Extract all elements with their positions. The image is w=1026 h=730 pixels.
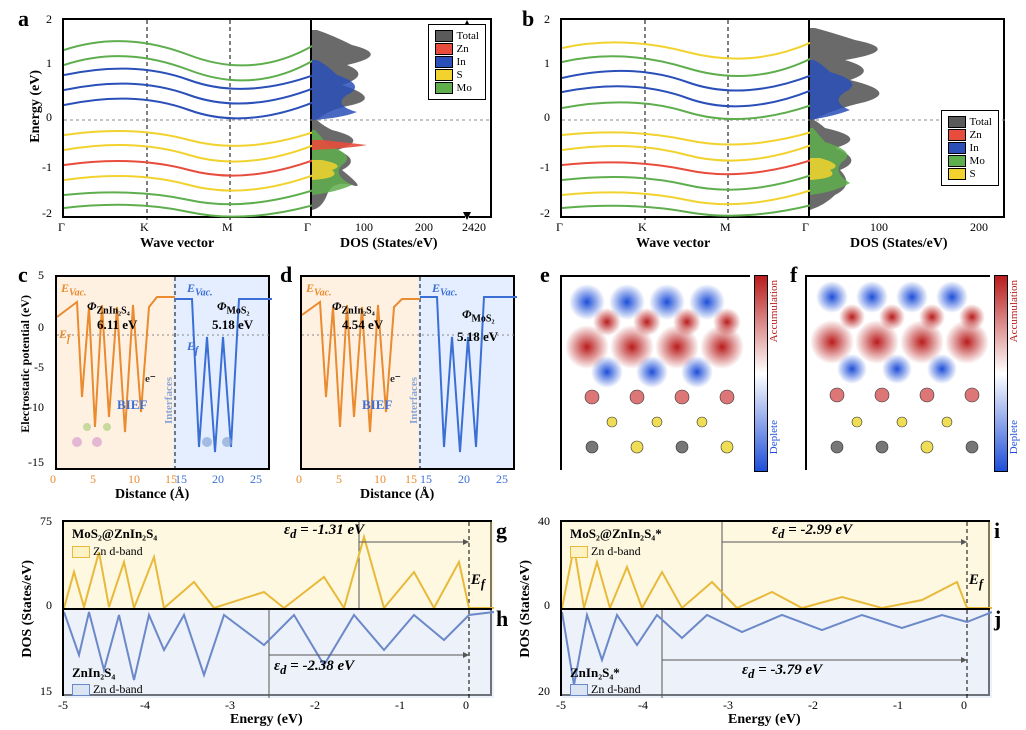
ij-ylabel: DOS (States/eV) — [518, 560, 534, 658]
d-evac2: EVac. — [432, 281, 458, 298]
panel-b-label: b — [522, 6, 534, 32]
c-phi2: ΦMoS₂ — [217, 299, 249, 316]
c-earrow: e⁻ — [145, 372, 156, 385]
a-xlabel-band: Wave vector — [140, 236, 214, 252]
d-xlabel: Distance (Å) — [360, 487, 434, 503]
panel-a-band-svg — [64, 20, 314, 220]
i-ed: εd = -2.99 eV — [772, 522, 852, 542]
h-ed: εd = -2.38 eV — [274, 658, 354, 678]
c-bief: BIEF — [117, 397, 147, 413]
lg-a-zn: Zn — [457, 43, 469, 55]
i-band: Zn d-band — [570, 544, 641, 559]
c-ef: Ef — [59, 327, 70, 344]
panel-e-svg — [562, 277, 752, 472]
panel-c-box: EVac. EVac. Ef Ef ΦZnIn₂S₄ 6.11 eV ΦMoS₂… — [55, 275, 270, 470]
lg-a-mo: Mo — [457, 82, 472, 94]
panel-a-ylabel: Energy (eV) — [28, 70, 44, 143]
c-ef2: Ef — [187, 339, 198, 356]
panel-i-label: i — [994, 518, 1000, 544]
c-phi2v: 5.18 eV — [212, 317, 253, 333]
panel-f-label: f — [790, 262, 797, 288]
g-title: MoS₂@ZnIn₂S₄ — [72, 526, 157, 542]
f-deplete: Deplete — [1008, 420, 1020, 454]
panel-b-legend: Total Zn In Mo S — [941, 110, 999, 186]
panel-j-box: ZnIn₂S₄* Zn d-band εd = -3.79 eV — [560, 608, 990, 696]
lg-b-in: In — [970, 142, 979, 154]
c-evac2: EVac. — [187, 281, 213, 298]
c-xlabel: Distance (Å) — [115, 487, 189, 503]
j-band: Zn d-band — [570, 682, 641, 697]
lg-b-zn: Zn — [970, 129, 982, 141]
i-ef: Ef — [969, 572, 983, 592]
panel-a-legend: Total Zn In S Mo — [428, 24, 486, 100]
b-k-g1: Γ — [556, 220, 563, 235]
panel-e-box — [560, 275, 750, 470]
gh-ylabel: DOS (States/eV) — [20, 560, 36, 658]
d-evac: EVac. — [306, 281, 332, 298]
b-k-g2: Γ — [802, 220, 809, 235]
panel-f-box — [805, 275, 990, 470]
panel-b-band-svg — [562, 20, 812, 220]
g-ed: εd = -1.31 eV — [284, 522, 364, 542]
c-phi1v: 6.11 eV — [97, 317, 137, 333]
b-k-m: M — [720, 220, 731, 235]
panel-i-box: MoS₂@ZnIn₂S₄* Zn d-band εd = -2.99 eV Ef — [560, 520, 990, 608]
a-k-g2: Γ — [304, 220, 311, 235]
b-xlabel-band: Wave vector — [636, 236, 710, 252]
b-xlabel-dos: DOS (States/eV) — [850, 236, 948, 252]
a-k-g1: Γ — [58, 220, 65, 235]
panel-a-band — [62, 18, 312, 218]
d-phi1: ΦZnIn₂S₄ — [332, 299, 375, 316]
e-accum: Accumulation — [768, 280, 780, 342]
j-title: ZnIn₂S₄* — [570, 665, 620, 681]
panel-c-label: c — [18, 262, 28, 288]
d-bief: BIEF — [362, 397, 392, 413]
h-title: ZnIn₂S₄ — [72, 665, 115, 681]
d-earrow: e⁻ — [390, 372, 401, 385]
d-phi2v: 5.18 eV — [457, 329, 498, 345]
j-ed: εd = -3.79 eV — [742, 662, 822, 682]
h-xlabel: Energy (eV) — [230, 712, 303, 728]
panel-h-label: h — [496, 606, 508, 632]
e-deplete: Deplete — [768, 420, 780, 454]
panel-f-svg — [807, 277, 992, 472]
lg-a-s: S — [457, 69, 463, 81]
a-xlabel-dos: DOS (States/eV) — [340, 236, 438, 252]
c-phi1: ΦZnIn₂S₄ — [87, 299, 130, 316]
g-band: Zn d-band — [72, 544, 143, 559]
b-k-k: K — [638, 220, 647, 235]
d-phi2: ΦMoS₂ — [462, 307, 494, 324]
lg-a-in: In — [457, 56, 466, 68]
i-title: MoS₂@ZnIn₂S₄* — [570, 526, 662, 542]
panel-e-colorbar — [754, 275, 768, 472]
c-evac: EVac. — [61, 281, 87, 298]
h-band: Zn d-band — [72, 682, 143, 697]
g-ef: Ef — [471, 572, 485, 592]
panel-f-colorbar — [994, 275, 1008, 472]
panel-j-label: j — [994, 606, 1001, 632]
lg-a-total: Total — [457, 30, 479, 42]
d-interfaces: Interfaces — [408, 377, 420, 424]
lg-b-s: S — [970, 168, 976, 180]
a-k-k: K — [140, 220, 149, 235]
c-interfaces: Interfaces — [163, 377, 175, 424]
f-accum: Accumulation — [1008, 280, 1020, 342]
panel-d-label: d — [280, 262, 292, 288]
lg-b-mo: Mo — [970, 155, 985, 167]
panel-g-box: MoS₂@ZnIn₂S₄ Zn d-band εd = -1.31 eV Ef — [62, 520, 492, 608]
figure-root: a Energy (eV) — [0, 0, 1026, 730]
panel-a-dos: Total Zn In S Mo — [312, 18, 492, 218]
d-phi1v: 4.54 eV — [342, 317, 383, 333]
lg-b-total: Total — [970, 116, 992, 128]
panel-a-label: a — [18, 6, 29, 32]
panel-g-label: g — [496, 518, 507, 544]
panel-e-label: e — [540, 262, 550, 288]
panel-b-dos: Total Zn In Mo S — [810, 18, 1005, 218]
j-xlabel: Energy (eV) — [728, 712, 801, 728]
a-k-m: M — [222, 220, 233, 235]
panel-d-box: EVac. EVac. ΦZnIn₂S₄ 4.54 eV ΦMoS₂ 5.18 … — [300, 275, 515, 470]
panel-h-box: ZnIn₂S₄ Zn d-band εd = -2.38 eV — [62, 608, 492, 696]
panel-b-band — [560, 18, 810, 218]
